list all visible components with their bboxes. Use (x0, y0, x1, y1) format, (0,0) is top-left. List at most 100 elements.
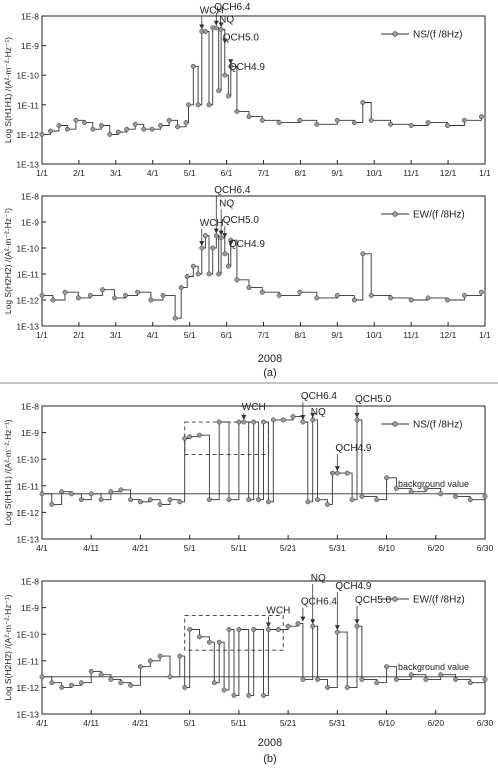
x-tick-label: 11/1 (403, 330, 419, 340)
data-point (226, 497, 232, 503)
annotation-arrowhead (199, 241, 205, 246)
background-label: background value (398, 662, 469, 672)
data-point (88, 491, 94, 497)
annotation-arrowhead (300, 616, 306, 622)
annotation-label: WCH (242, 402, 266, 413)
data-point (187, 434, 193, 440)
data-point (482, 493, 488, 499)
data-point (147, 497, 153, 503)
data-point (425, 120, 431, 126)
background-label: background value (398, 479, 469, 489)
y-tick-label: 1E-9 (21, 41, 39, 51)
annotation-label: QCH4.9 (229, 239, 266, 250)
data-point (368, 292, 374, 298)
data-point (73, 117, 79, 123)
annotation-arrowhead (241, 415, 247, 421)
data-point (202, 29, 208, 34)
data-point (50, 297, 56, 303)
annotation-arrowhead (222, 233, 228, 239)
x-tick-label: 6/10 (378, 543, 395, 553)
data-point (388, 295, 394, 301)
data-point (314, 295, 320, 301)
data-point (62, 289, 68, 295)
x-tick-label: 7/1 (258, 168, 270, 178)
data-point (39, 674, 45, 680)
annotation-arrowhead (218, 22, 224, 28)
y-tick-label: 1E-12 (16, 683, 39, 693)
x-tick-label: 6/20 (428, 718, 445, 728)
data-point (231, 692, 237, 698)
data-point (182, 436, 188, 441)
annotation-label: NQ (219, 198, 234, 209)
x-tick-label: 5/11 (231, 718, 247, 728)
data-point (124, 126, 130, 132)
data-point (425, 295, 431, 301)
data-point (276, 120, 282, 126)
legend-label: EW/(f /8Hz) (413, 595, 465, 606)
x-tick-label: 9/1 (331, 168, 343, 178)
x-tick-label: 4/11 (83, 543, 99, 553)
annotation-arrowhead (199, 24, 205, 30)
data-point (246, 497, 252, 503)
data-point (438, 672, 444, 678)
chart-b-ew: 1E-13 1E-12 1E-11 1E-10 1E-9 1E-8 4/1 4/11 4/21 5… (3, 573, 494, 728)
data-point (393, 676, 399, 682)
data-point (177, 653, 183, 659)
y-tick-label: 1E-12 (16, 508, 39, 518)
year-label-a: 2008 (258, 353, 282, 365)
data-point (100, 287, 105, 293)
annotation-arrowhead (354, 619, 360, 625)
data-point (246, 114, 252, 120)
data-point (290, 414, 296, 420)
x-tick-label: 5/11 (231, 543, 247, 553)
x-tick-label: 7/1 (258, 330, 270, 340)
data-point (384, 664, 390, 670)
data-point (221, 687, 227, 693)
annotation-label: WCH (200, 218, 224, 229)
data-point (190, 263, 196, 269)
annotation-label: QCH4.9 (229, 62, 266, 73)
x-tick-label: 6/1 (221, 330, 233, 340)
x-tick-label: 1/1 (479, 330, 491, 340)
data-point (213, 233, 219, 239)
x-tick-label: 3/1 (110, 168, 122, 178)
y-tick-label: 1E-10 (16, 244, 39, 254)
data-point (270, 417, 276, 423)
y-tick-label: 1E-13 (16, 322, 39, 332)
data-point (351, 297, 357, 303)
data-point (300, 419, 306, 425)
figure-label-b: (b) (263, 753, 276, 765)
data-point (59, 684, 65, 690)
data-point (88, 668, 94, 674)
data-point (123, 292, 128, 298)
data-point (453, 676, 458, 682)
y-tick-label: 1E-10 (16, 630, 39, 640)
data-point (135, 289, 141, 295)
data-point (128, 682, 134, 688)
data-point (206, 102, 212, 108)
data-point (87, 292, 93, 298)
annotation-arrowhead (228, 241, 234, 246)
data-point (81, 120, 87, 126)
data-point (218, 235, 224, 241)
x-tick-label: 12/1 (440, 168, 457, 178)
data-point (49, 680, 55, 686)
data-point (64, 126, 70, 132)
data-point (259, 117, 265, 123)
annotation-label: QCH5.0 (223, 215, 260, 226)
data-point (177, 499, 183, 505)
data-point (261, 692, 266, 698)
data-point (199, 245, 205, 251)
data-point (393, 485, 399, 491)
annotation-label: QCH6.4 (214, 2, 251, 13)
annotation-label: NQ (311, 407, 326, 418)
data-point (186, 102, 191, 108)
data-point (329, 470, 335, 476)
data-point (210, 245, 216, 251)
annotation-arrowhead (334, 625, 340, 631)
x-tick-label: 6/1 (221, 168, 233, 178)
data-point (141, 126, 147, 132)
data-point (69, 682, 74, 688)
data-point (216, 271, 222, 277)
chart-b-ns: 1E-13 1E-12 1E-11 1E-10 1E-9 1E-8 4/1 4/11 4/21 5… (3, 391, 494, 553)
